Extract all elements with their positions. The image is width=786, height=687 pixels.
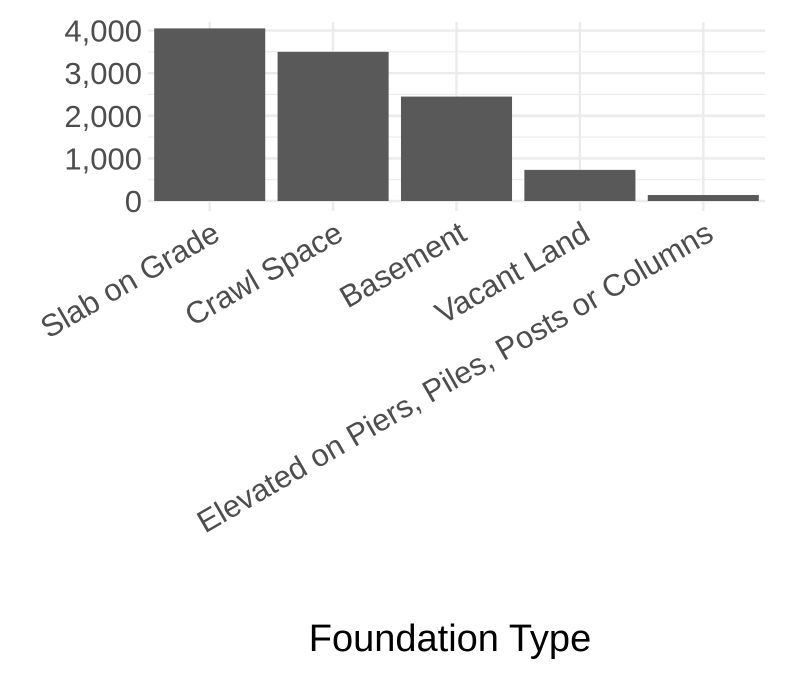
bar: [647, 195, 759, 201]
y-tick-label: 3,000: [64, 56, 142, 91]
bars: [154, 28, 759, 202]
y-tick-label: 1,000: [64, 141, 142, 176]
bar: [524, 169, 636, 201]
bar: [154, 28, 266, 202]
y-tick-label: 0: [125, 184, 142, 219]
y-tick-labels: 0 1,000 2,000 3,000 4,000: [64, 14, 142, 219]
bar: [400, 96, 513, 201]
x-axis-title: Foundation Type: [309, 618, 591, 660]
y-tick-label: 4,000: [64, 14, 142, 49]
y-tick-label: 2,000: [64, 99, 142, 134]
bar: [277, 51, 389, 202]
